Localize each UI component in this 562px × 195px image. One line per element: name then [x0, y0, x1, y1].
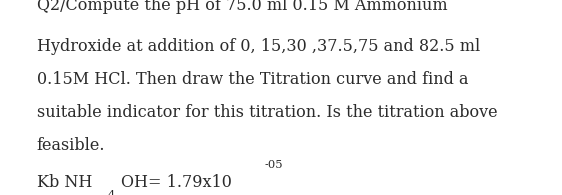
Text: Q2/Compute the pH of 75.0 ml 0.15 M Ammonium: Q2/Compute the pH of 75.0 ml 0.15 M Ammo… — [37, 0, 447, 14]
Text: Hydroxide at addition of 0, 15,30 ,37.5,75 and 82.5 ml: Hydroxide at addition of 0, 15,30 ,37.5,… — [37, 38, 480, 55]
Text: -05: -05 — [264, 160, 283, 170]
Text: 4: 4 — [108, 190, 115, 195]
Text: OH= 1.79x10: OH= 1.79x10 — [121, 174, 232, 191]
Text: suitable indicator for this titration. Is the titration above: suitable indicator for this titration. I… — [37, 104, 497, 121]
Text: feasible.: feasible. — [37, 137, 105, 154]
Text: 0.15M HCl. Then draw the Titration curve and find a: 0.15M HCl. Then draw the Titration curve… — [37, 71, 468, 88]
Text: Kb NH: Kb NH — [37, 174, 92, 191]
